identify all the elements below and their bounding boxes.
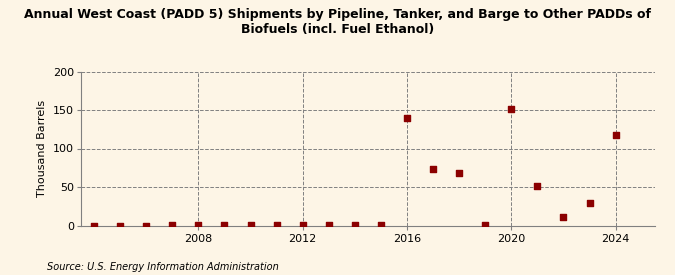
Text: Annual West Coast (PADD 5) Shipments by Pipeline, Tanker, and Barge to Other PAD: Annual West Coast (PADD 5) Shipments by … [24, 8, 651, 36]
Point [402, 116, 412, 120]
Point [219, 222, 230, 227]
Point [350, 222, 360, 227]
Point [610, 133, 621, 137]
Point [271, 222, 282, 227]
Point [245, 222, 256, 227]
Point [297, 222, 308, 227]
Point [88, 223, 99, 228]
Point [558, 215, 569, 219]
Point [454, 171, 464, 175]
Point [115, 223, 126, 228]
Point [584, 201, 595, 205]
Text: Source: U.S. Energy Information Administration: Source: U.S. Energy Information Administ… [47, 262, 279, 272]
Point [480, 222, 491, 227]
Y-axis label: Thousand Barrels: Thousand Barrels [37, 100, 47, 197]
Point [323, 222, 334, 227]
Point [375, 222, 386, 227]
Point [167, 222, 178, 227]
Point [141, 223, 152, 228]
Point [428, 167, 439, 172]
Point [506, 107, 517, 111]
Point [532, 184, 543, 188]
Point [193, 222, 204, 227]
